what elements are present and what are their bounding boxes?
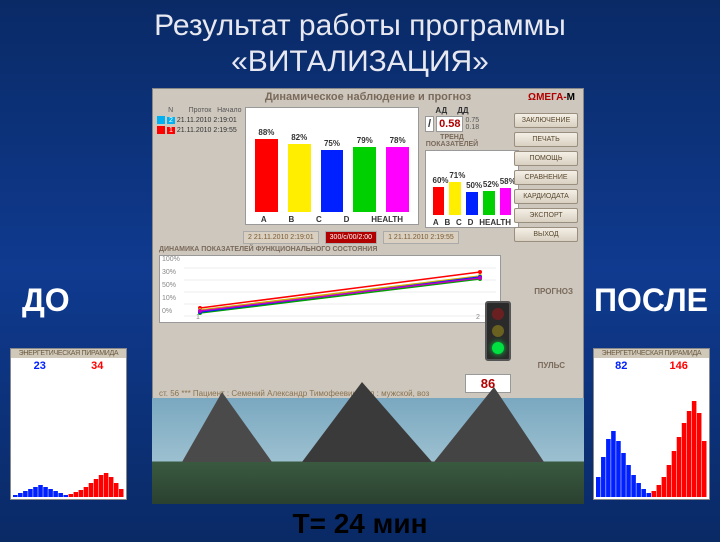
side-button[interactable]: ВЫХОД bbox=[514, 227, 578, 242]
trend-label: ТРЕНД ПОКАЗАТЕЛЕЙ bbox=[425, 134, 479, 148]
label-after: ПОСЛЕ bbox=[594, 282, 708, 319]
date-row[interactable]: 121.11.20102:19:55 bbox=[157, 126, 243, 134]
pyr-right-n1: 82 bbox=[615, 360, 627, 372]
ad-label: АД bbox=[435, 106, 447, 115]
pyramid-title: ЭНЕРГЕТИЧЕСКАЯ ПИРАМИДА bbox=[11, 349, 126, 358]
side-button[interactable]: ЗАКЛЮЧЕНИЕ bbox=[514, 113, 578, 128]
side-button[interactable]: ПОМОЩЬ bbox=[514, 151, 578, 166]
lamp-red bbox=[492, 308, 504, 320]
logo-m: М bbox=[567, 92, 575, 103]
side-button[interactable]: ПЕЧАТЬ bbox=[514, 132, 578, 147]
app-title: Динамическое наблюдение и прогноз bbox=[153, 89, 583, 105]
ad-block: АД ДД / 0.58 0.75 0.18 ТРЕНД ПОКАЗАТЕЛЕЙ… bbox=[425, 105, 479, 228]
bar: 79% bbox=[353, 147, 376, 212]
hdr-start: Начало bbox=[216, 107, 243, 114]
bar: 78% bbox=[386, 147, 409, 212]
ad-box1: / bbox=[425, 116, 434, 132]
hdr-n: N bbox=[157, 107, 184, 114]
pyr-left-n1: 23 bbox=[34, 360, 46, 372]
lamp-yellow bbox=[492, 325, 504, 337]
app-logo: ΩМЕГА-М bbox=[528, 92, 575, 103]
title-line1: Результат работы программы bbox=[0, 8, 720, 44]
side-button[interactable]: СРАВНЕНИЕ bbox=[514, 170, 578, 185]
lamp-green bbox=[492, 342, 504, 354]
date-header: N Проток Начало bbox=[157, 107, 243, 114]
record-item[interactable]: 300/с/00/2:00 bbox=[325, 231, 377, 244]
hdr-protocol: Проток bbox=[186, 107, 213, 114]
side-button[interactable]: ЭКСПОРТ bbox=[514, 208, 578, 223]
frac-top: 0.75 bbox=[465, 117, 479, 124]
button-column: ЗАКЛЮЧЕНИЕ ПЕЧАТЬ ПОМОЩЬ СРАВНЕНИЕ КАРДИОДАТ… bbox=[514, 113, 578, 246]
app-window: Динамическое наблюдение и прогноз ΩМЕГА-… bbox=[152, 88, 584, 402]
pyramid-title-r: ЭНЕРГЕТИЧЕСКАЯ ПИРАМИДА bbox=[594, 349, 709, 358]
logo-text: МЕГА- bbox=[536, 92, 567, 103]
record-item[interactable]: 1 21.11.2010 2:19:55 bbox=[383, 231, 459, 244]
date-column: N Проток Начало 221.11.20102:19:01 121.11… bbox=[153, 105, 245, 134]
title-line2: «ВИТАЛИЗАЦИЯ» bbox=[0, 44, 720, 80]
dd-label: ДД bbox=[457, 106, 468, 115]
pyramid-right: ЭНЕРГЕТИЧЕСКАЯ ПИРАМИДА 82 146 bbox=[593, 348, 710, 500]
pyr-right-n2: 146 bbox=[670, 360, 688, 372]
pyramid-left: ЭНЕРГЕТИЧЕСКАЯ ПИРАМИДА 23 34 bbox=[10, 348, 127, 500]
timing-label: T= 24 мин bbox=[0, 508, 720, 540]
bar: 52% bbox=[483, 191, 495, 215]
bar: 71% bbox=[449, 182, 461, 215]
stage: ДО ПОСЛЕ Динамическое наблюдение и прогн… bbox=[0, 82, 720, 542]
bar: 50% bbox=[466, 192, 478, 215]
prognosis-label: ПРОГНОЗ bbox=[534, 287, 573, 296]
bar: 60% bbox=[433, 187, 445, 215]
mountains-backdrop bbox=[152, 398, 584, 504]
logo-omega: Ω bbox=[528, 92, 536, 103]
ad-fraction: 0.75 0.18 bbox=[465, 117, 479, 131]
side-button[interactable]: КАРДИОДАТА bbox=[514, 189, 578, 204]
bar: 75% bbox=[321, 150, 344, 212]
bar: 88% bbox=[255, 139, 278, 212]
pulse-label: ПУЛЬС bbox=[538, 361, 565, 370]
chart-main: 88%82%75%79%78%ABCDHEALTH bbox=[245, 105, 419, 225]
pyr-left-n2: 34 bbox=[91, 360, 103, 372]
label-before: ДО bbox=[22, 282, 70, 319]
bar: 82% bbox=[288, 144, 311, 212]
record-item[interactable]: 2 21.11.2010 2:19:01 bbox=[243, 231, 319, 244]
date-row[interactable]: 221.11.20102:19:01 bbox=[157, 116, 243, 124]
dynamics-label: ДИНАМИКА ПОКАЗАТЕЛЕЙ ФУНКЦИОНАЛЬНОГО СОС… bbox=[159, 246, 583, 253]
bar: 58% bbox=[500, 188, 512, 215]
line-chart: 100%30%50%10%0%12 bbox=[159, 255, 501, 323]
ad-value: 0.58 bbox=[436, 116, 463, 132]
traffic-light bbox=[485, 301, 511, 361]
frac-bot: 0.18 bbox=[465, 124, 479, 131]
